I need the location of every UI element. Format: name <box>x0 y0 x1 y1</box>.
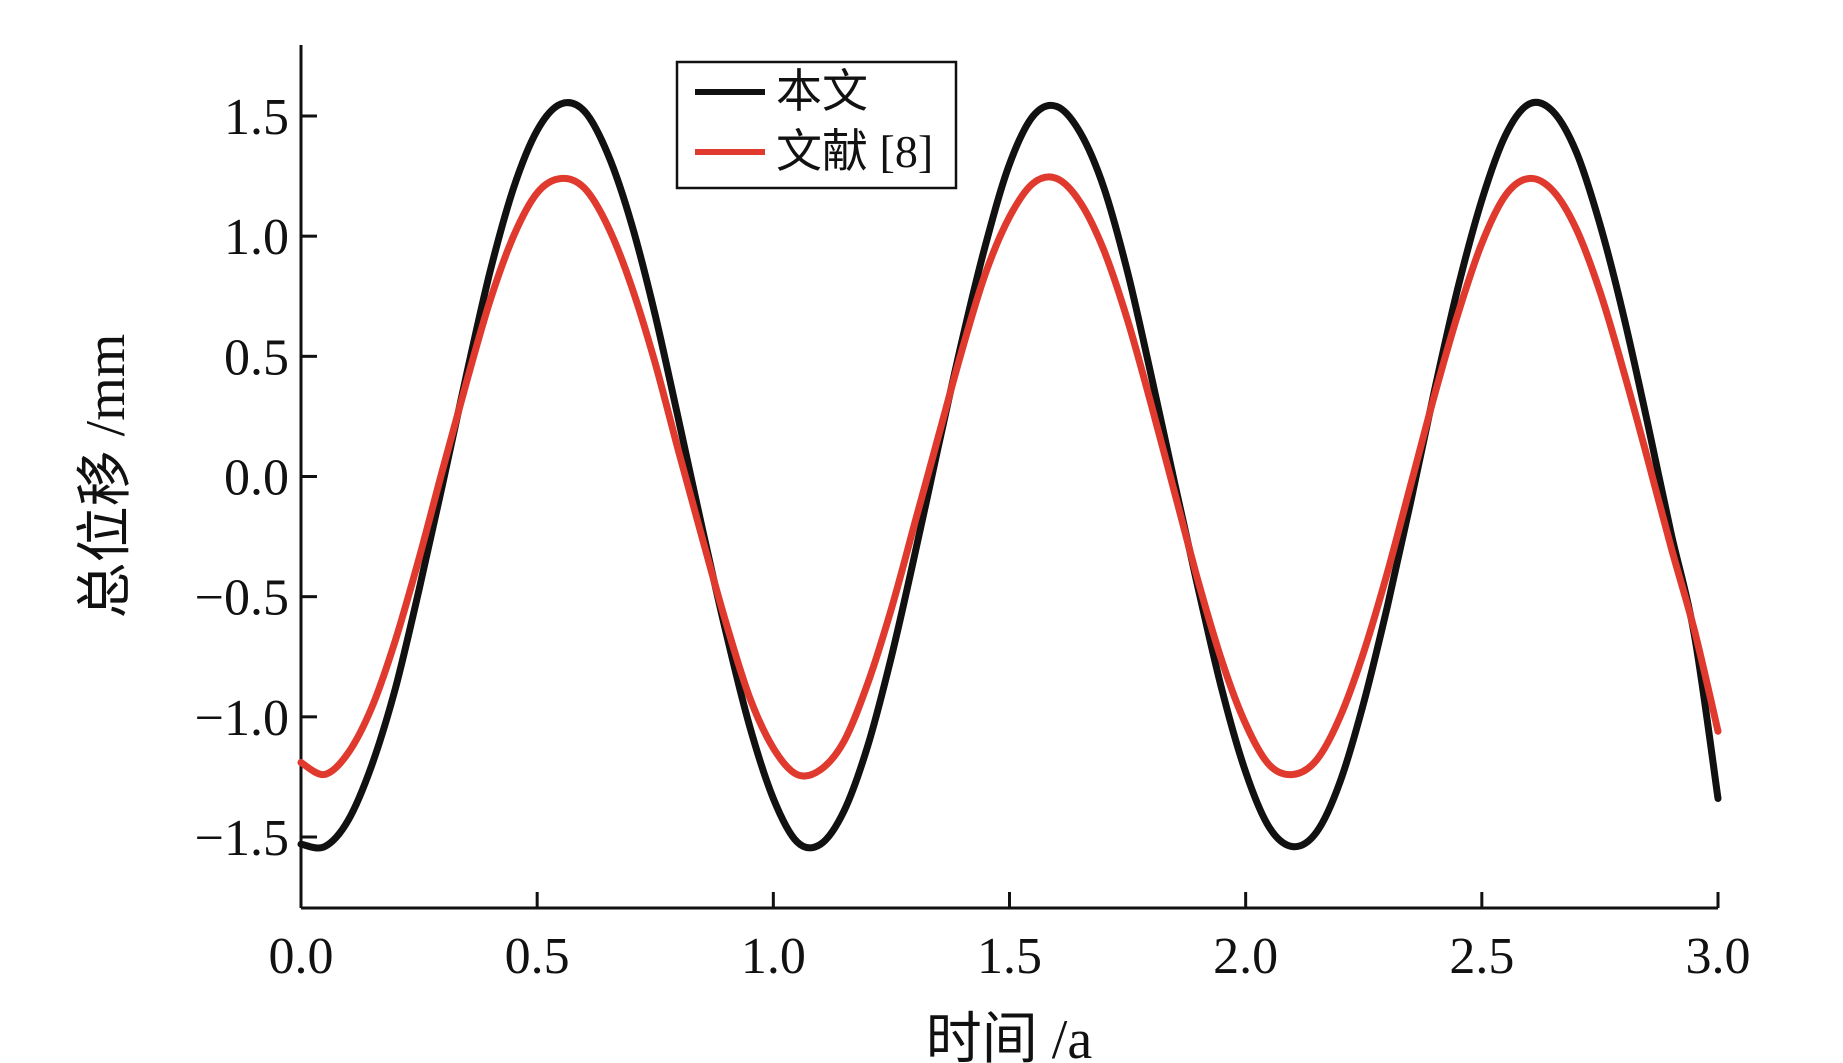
series-line-1 <box>297 173 1722 780</box>
y-tick-label: −1.5 <box>195 810 289 867</box>
x-axis-title: 时间 /a <box>926 1009 1093 1063</box>
y-tick-label: −1.0 <box>195 690 289 747</box>
y-tick-label: 0.0 <box>224 450 289 507</box>
x-tick-label: 1.5 <box>977 928 1042 985</box>
x-tick-label: 3.0 <box>1686 928 1751 985</box>
series-line-0 <box>297 98 1722 852</box>
y-tick-label: 1.5 <box>224 89 289 146</box>
x-tick-label: 1.0 <box>741 928 806 985</box>
y-tick-label: 0.5 <box>224 329 289 386</box>
legend-label-1: 文献 [8] <box>776 126 933 177</box>
legend-label-0: 本文 <box>776 66 868 117</box>
x-tick-label: 2.0 <box>1213 928 1278 985</box>
x-tick-label: 2.5 <box>1449 928 1514 985</box>
y-ticks: 1.5 1.0 0.5 0.0 −0.5 −1.0 −1.5 <box>195 89 317 867</box>
y-tick-label: 1.0 <box>224 209 289 266</box>
y-axis-title: 总位移 /mm <box>75 334 137 619</box>
x-ticks: 0.0 0.5 1.0 1.5 2.0 2.5 3.0 <box>269 892 1751 985</box>
x-tick-label: 0.5 <box>505 928 570 985</box>
y-tick-label: −0.5 <box>195 570 289 627</box>
series-layer <box>297 98 1722 852</box>
legend-box <box>675 60 958 190</box>
legend: 本文 文献 [8] <box>675 60 958 190</box>
x-tick-label: 0.0 <box>269 928 334 985</box>
